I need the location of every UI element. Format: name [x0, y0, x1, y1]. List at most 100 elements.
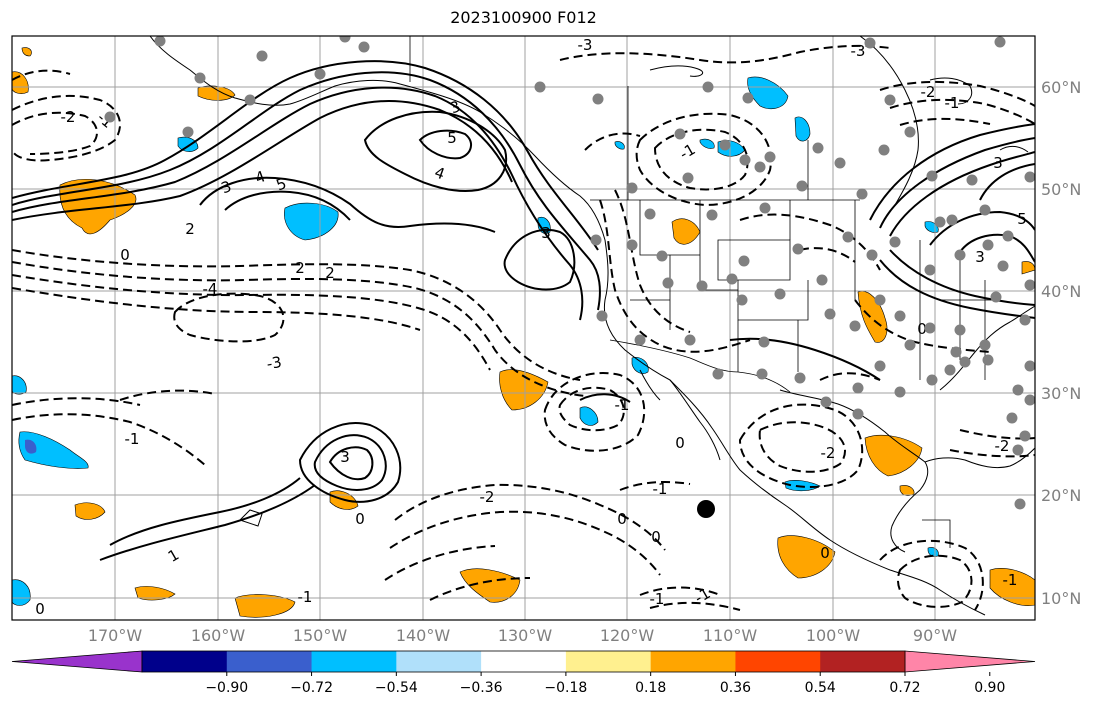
map-title: 2023100900 F012 [450, 8, 597, 27]
station-dot [756, 368, 768, 380]
station-dot [719, 139, 731, 151]
station-dot [1006, 412, 1018, 424]
contour-label: 5 [447, 129, 457, 147]
colorbar-segment [735, 651, 821, 672]
longitude-axis: 170°W 160°W 150°W 140°W 130°W 120°W 110°… [88, 626, 957, 645]
contour-label: 3 [541, 224, 551, 242]
map-area [12, 36, 1035, 620]
colorbar-segment [820, 651, 906, 672]
contour-label: -1 [945, 94, 960, 112]
station-dot [994, 36, 1006, 48]
contour-label: -1 [298, 588, 313, 606]
colorbar-frame [141, 650, 906, 673]
station-dot [874, 294, 886, 306]
colorbar-segment [650, 651, 736, 672]
station-dot [878, 144, 890, 156]
colorbar-tick-label: −0.18 [544, 680, 587, 696]
colorbar: −0.90 −0.72 −0.54 −0.36 −0.18 0.18 0.36 0.54 0.7… [11, 650, 1036, 696]
lon-tick-label: 140°W [396, 626, 451, 645]
station-dot [626, 239, 638, 251]
station-dot [954, 324, 966, 336]
station-dot [944, 364, 956, 376]
contour-label: 3 [993, 154, 1003, 172]
contour-label: -3 [851, 42, 866, 60]
contour-label: -1 [653, 480, 668, 498]
lat-tick-label: 50°N [1041, 180, 1081, 199]
station-dot [314, 68, 326, 80]
station-dot [894, 386, 906, 398]
station-dot [1014, 498, 1026, 510]
station-dot [244, 94, 256, 106]
colorbar-tick-label: 0.18 [635, 680, 666, 696]
lat-tick-label: 10°N [1041, 589, 1081, 608]
colorbar-segment [226, 651, 313, 672]
station-dot [852, 408, 864, 420]
station-dot [1012, 384, 1024, 396]
colorbar-segment [396, 651, 482, 672]
lon-tick-label: 100°W [806, 626, 861, 645]
latitude-axis: 60°N 50°N 40°N 30°N 20°N 10°N [1041, 78, 1081, 608]
station-dot [966, 174, 978, 186]
colorbar-segment [142, 651, 228, 672]
lat-tick-label: 60°N [1041, 78, 1081, 97]
colorbar-tick-label: −0.54 [375, 680, 418, 696]
coastlines [149, 36, 1035, 616]
station-dot [590, 234, 602, 246]
station-dot [256, 50, 268, 62]
lon-tick-label: 150°W [293, 626, 348, 645]
colorbar-segment [311, 651, 397, 672]
station-dot [764, 151, 776, 163]
station-dot [842, 231, 854, 243]
contour-label: 0 [617, 510, 627, 528]
station-dot [894, 310, 906, 322]
lat-tick-label: 20°N [1041, 486, 1081, 505]
station-dot [194, 72, 206, 84]
storm-center-marker [697, 500, 715, 518]
station-dot [926, 374, 938, 386]
station-dot [592, 93, 604, 105]
station-dot [1024, 279, 1035, 291]
station-dot [1019, 430, 1031, 442]
lon-tick-label: 90°W [913, 626, 957, 645]
contour-label: -3 [578, 36, 593, 54]
station-dot [812, 142, 824, 154]
station-dot [954, 249, 966, 261]
colorbar-tick-label: −0.36 [460, 680, 503, 696]
station-dot [979, 339, 991, 351]
contour-label: 0 [35, 600, 45, 618]
colorbar-tick-label: −0.90 [205, 680, 248, 696]
lon-tick-label: 120°W [600, 626, 655, 645]
contour-label: 0 [820, 544, 830, 562]
station-dot [684, 334, 696, 346]
station-dot [990, 291, 1002, 303]
positive-anomaly-shading [12, 47, 1035, 618]
station-dot [739, 154, 751, 166]
lon-tick-label: 170°W [88, 626, 143, 645]
station-dot [358, 41, 370, 53]
station-dot [706, 209, 718, 221]
contour-label: -2 [995, 437, 1010, 455]
station-dot [1024, 360, 1035, 372]
station-dot [866, 249, 878, 261]
station-dot [904, 126, 916, 138]
station-dot [924, 264, 936, 276]
colorbar-max-extend [904, 650, 1036, 673]
colorbar-segment [481, 651, 567, 672]
station-dot [1002, 230, 1014, 242]
contour-label: 0 [651, 528, 661, 546]
station-dot [824, 308, 836, 320]
contour-label: 3 [975, 248, 985, 266]
lon-tick-label: 110°W [703, 626, 758, 645]
station-dot [1012, 444, 1024, 456]
contour-label: 2 [295, 259, 305, 277]
station-dot [596, 310, 608, 322]
contour-label: -2 [821, 444, 836, 462]
lon-tick-label: 130°W [498, 626, 553, 645]
station-dot [534, 81, 546, 93]
station-dot [926, 170, 938, 182]
station-dot [934, 216, 946, 228]
colorbar-tick-label: −0.72 [290, 680, 333, 696]
station-dot [644, 208, 656, 220]
colorbar-min-extend [11, 650, 143, 673]
